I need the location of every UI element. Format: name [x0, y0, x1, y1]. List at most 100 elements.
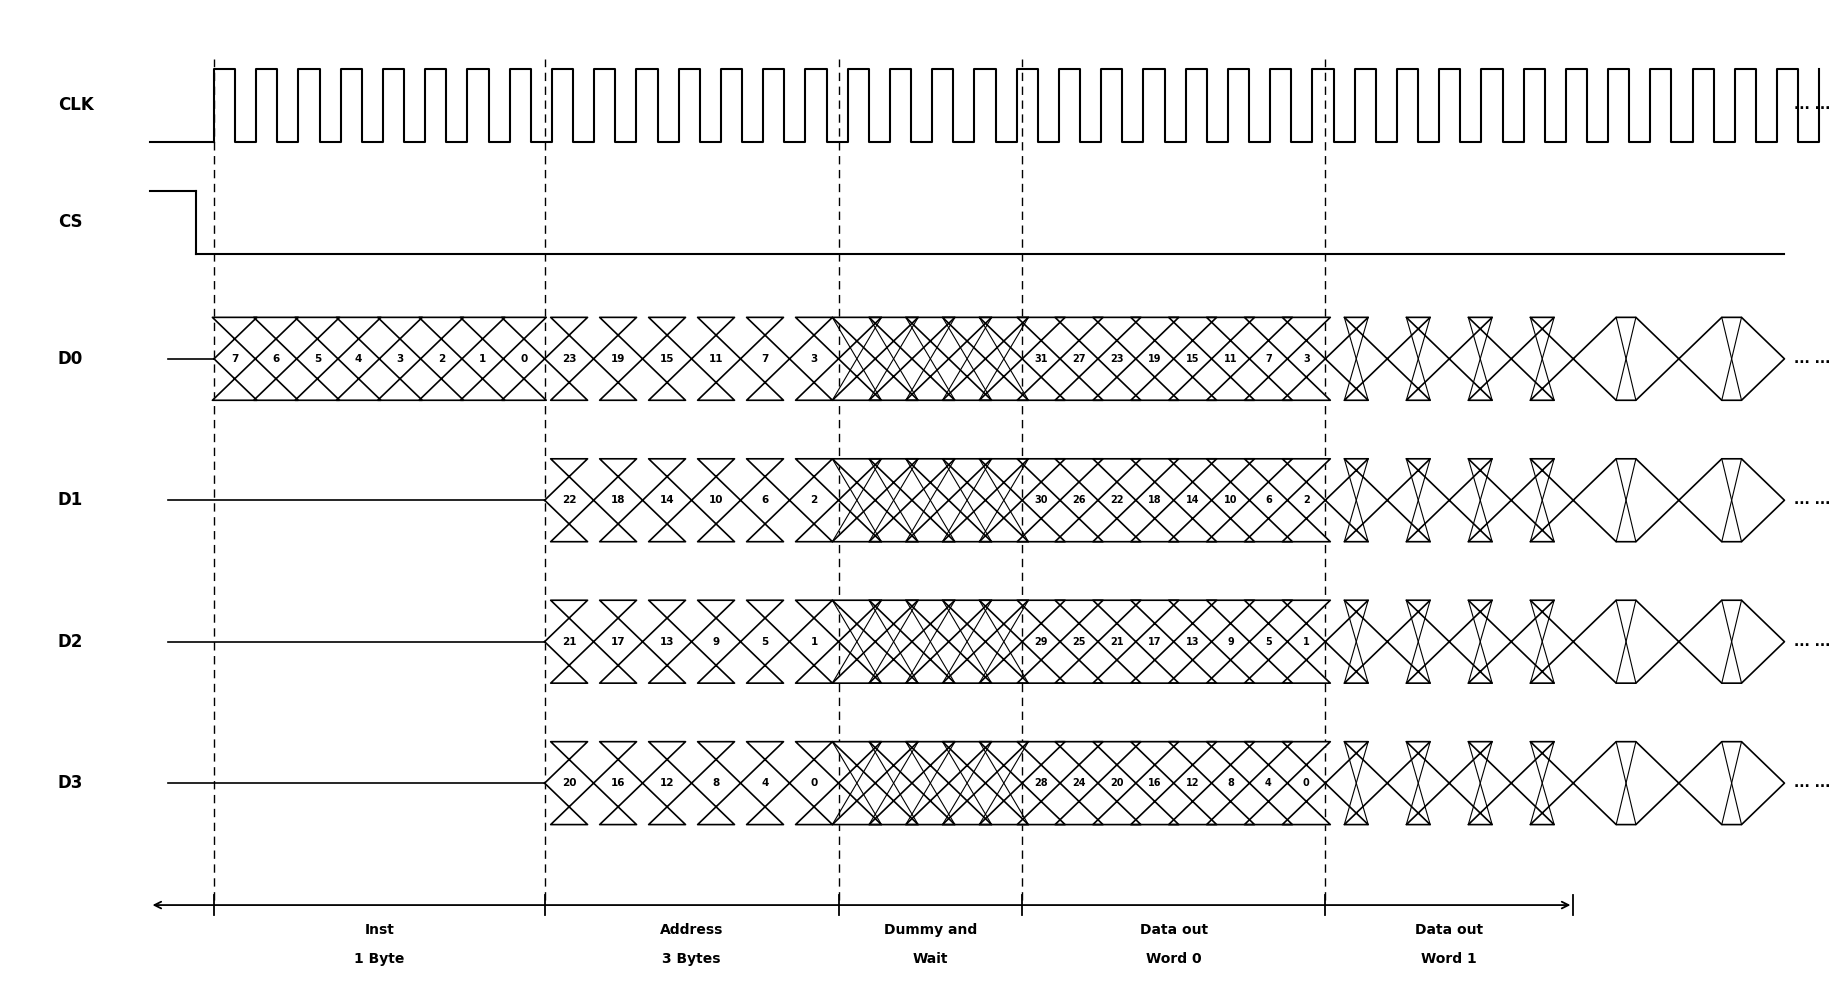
Polygon shape: [1325, 600, 1388, 683]
Text: 9: 9: [713, 637, 719, 646]
Text: 22: 22: [562, 495, 577, 505]
Text: Data out: Data out: [1139, 922, 1207, 937]
Text: Dummy and: Dummy and: [885, 922, 977, 937]
Polygon shape: [979, 742, 1028, 825]
Polygon shape: [1207, 600, 1255, 683]
Text: CLK: CLK: [57, 96, 94, 114]
Text: D3: D3: [57, 774, 83, 792]
Polygon shape: [741, 742, 789, 825]
Polygon shape: [643, 600, 691, 683]
Polygon shape: [254, 318, 299, 400]
Polygon shape: [1093, 318, 1141, 400]
Text: Address: Address: [660, 922, 722, 937]
Polygon shape: [1325, 318, 1388, 400]
Text: 6: 6: [1264, 495, 1272, 505]
Polygon shape: [1574, 318, 1679, 400]
Polygon shape: [942, 318, 992, 400]
Polygon shape: [942, 459, 992, 542]
Polygon shape: [1132, 459, 1180, 542]
Polygon shape: [1449, 742, 1511, 825]
Polygon shape: [1054, 742, 1102, 825]
Polygon shape: [643, 459, 691, 542]
Text: ... ...: ... ...: [1793, 635, 1830, 648]
Polygon shape: [833, 318, 881, 400]
Polygon shape: [1449, 600, 1511, 683]
Polygon shape: [979, 600, 1028, 683]
Polygon shape: [789, 459, 839, 542]
Text: ... ...: ... ...: [1793, 776, 1830, 790]
Polygon shape: [546, 318, 593, 400]
Polygon shape: [1511, 459, 1574, 542]
Text: 18: 18: [610, 495, 625, 505]
Text: 1 Byte: 1 Byte: [354, 952, 404, 966]
Polygon shape: [833, 459, 881, 542]
Polygon shape: [691, 318, 741, 400]
Polygon shape: [1168, 318, 1216, 400]
Polygon shape: [691, 459, 741, 542]
Polygon shape: [593, 742, 643, 825]
Text: 12: 12: [660, 778, 675, 788]
Polygon shape: [1511, 600, 1574, 683]
Polygon shape: [461, 318, 505, 400]
Polygon shape: [979, 459, 1028, 542]
Text: 28: 28: [1034, 778, 1049, 788]
Text: CS: CS: [57, 213, 83, 232]
Text: 14: 14: [1185, 495, 1200, 505]
Text: 17: 17: [1148, 637, 1161, 646]
Polygon shape: [378, 318, 422, 400]
Polygon shape: [295, 318, 339, 400]
Text: 6: 6: [761, 495, 769, 505]
Polygon shape: [1244, 459, 1292, 542]
Text: Word 0: Word 0: [1146, 952, 1202, 966]
Polygon shape: [1132, 742, 1180, 825]
Polygon shape: [1283, 318, 1331, 400]
Polygon shape: [1388, 742, 1449, 825]
Polygon shape: [1244, 600, 1292, 683]
Polygon shape: [1574, 459, 1679, 542]
Polygon shape: [1207, 459, 1255, 542]
Polygon shape: [691, 742, 741, 825]
Text: 1: 1: [479, 354, 487, 364]
Text: 27: 27: [1073, 354, 1086, 364]
Text: 20: 20: [562, 778, 577, 788]
Text: 3: 3: [1303, 354, 1310, 364]
Text: Word 1: Word 1: [1421, 952, 1476, 966]
Text: ... ...: ... ...: [1793, 352, 1830, 366]
Text: 13: 13: [660, 637, 675, 646]
Text: 4: 4: [356, 354, 363, 364]
Polygon shape: [942, 600, 992, 683]
Polygon shape: [1388, 459, 1449, 542]
Polygon shape: [741, 459, 789, 542]
Polygon shape: [1388, 600, 1449, 683]
Polygon shape: [1449, 318, 1511, 400]
Polygon shape: [1283, 459, 1331, 542]
Text: 10: 10: [1224, 495, 1237, 505]
Polygon shape: [643, 742, 691, 825]
Text: 4: 4: [1264, 778, 1272, 788]
Text: 10: 10: [710, 495, 722, 505]
Polygon shape: [1054, 600, 1102, 683]
Polygon shape: [337, 318, 382, 400]
Text: 2: 2: [811, 495, 818, 505]
Text: 13: 13: [1185, 637, 1200, 646]
Text: 29: 29: [1034, 637, 1049, 646]
Polygon shape: [1511, 318, 1574, 400]
Polygon shape: [212, 318, 256, 400]
Text: 31: 31: [1034, 354, 1049, 364]
Text: 12: 12: [1185, 778, 1200, 788]
Polygon shape: [1244, 742, 1292, 825]
Polygon shape: [691, 600, 741, 683]
Polygon shape: [870, 600, 918, 683]
Text: 18: 18: [1148, 495, 1161, 505]
Polygon shape: [1132, 318, 1180, 400]
Text: 23: 23: [562, 354, 577, 364]
Polygon shape: [1244, 318, 1292, 400]
Polygon shape: [741, 318, 789, 400]
Text: Wait: Wait: [912, 952, 947, 966]
Polygon shape: [546, 600, 593, 683]
Polygon shape: [905, 742, 955, 825]
Polygon shape: [1207, 742, 1255, 825]
Text: 20: 20: [1109, 778, 1124, 788]
Text: 9: 9: [1227, 637, 1235, 646]
Polygon shape: [1054, 318, 1102, 400]
